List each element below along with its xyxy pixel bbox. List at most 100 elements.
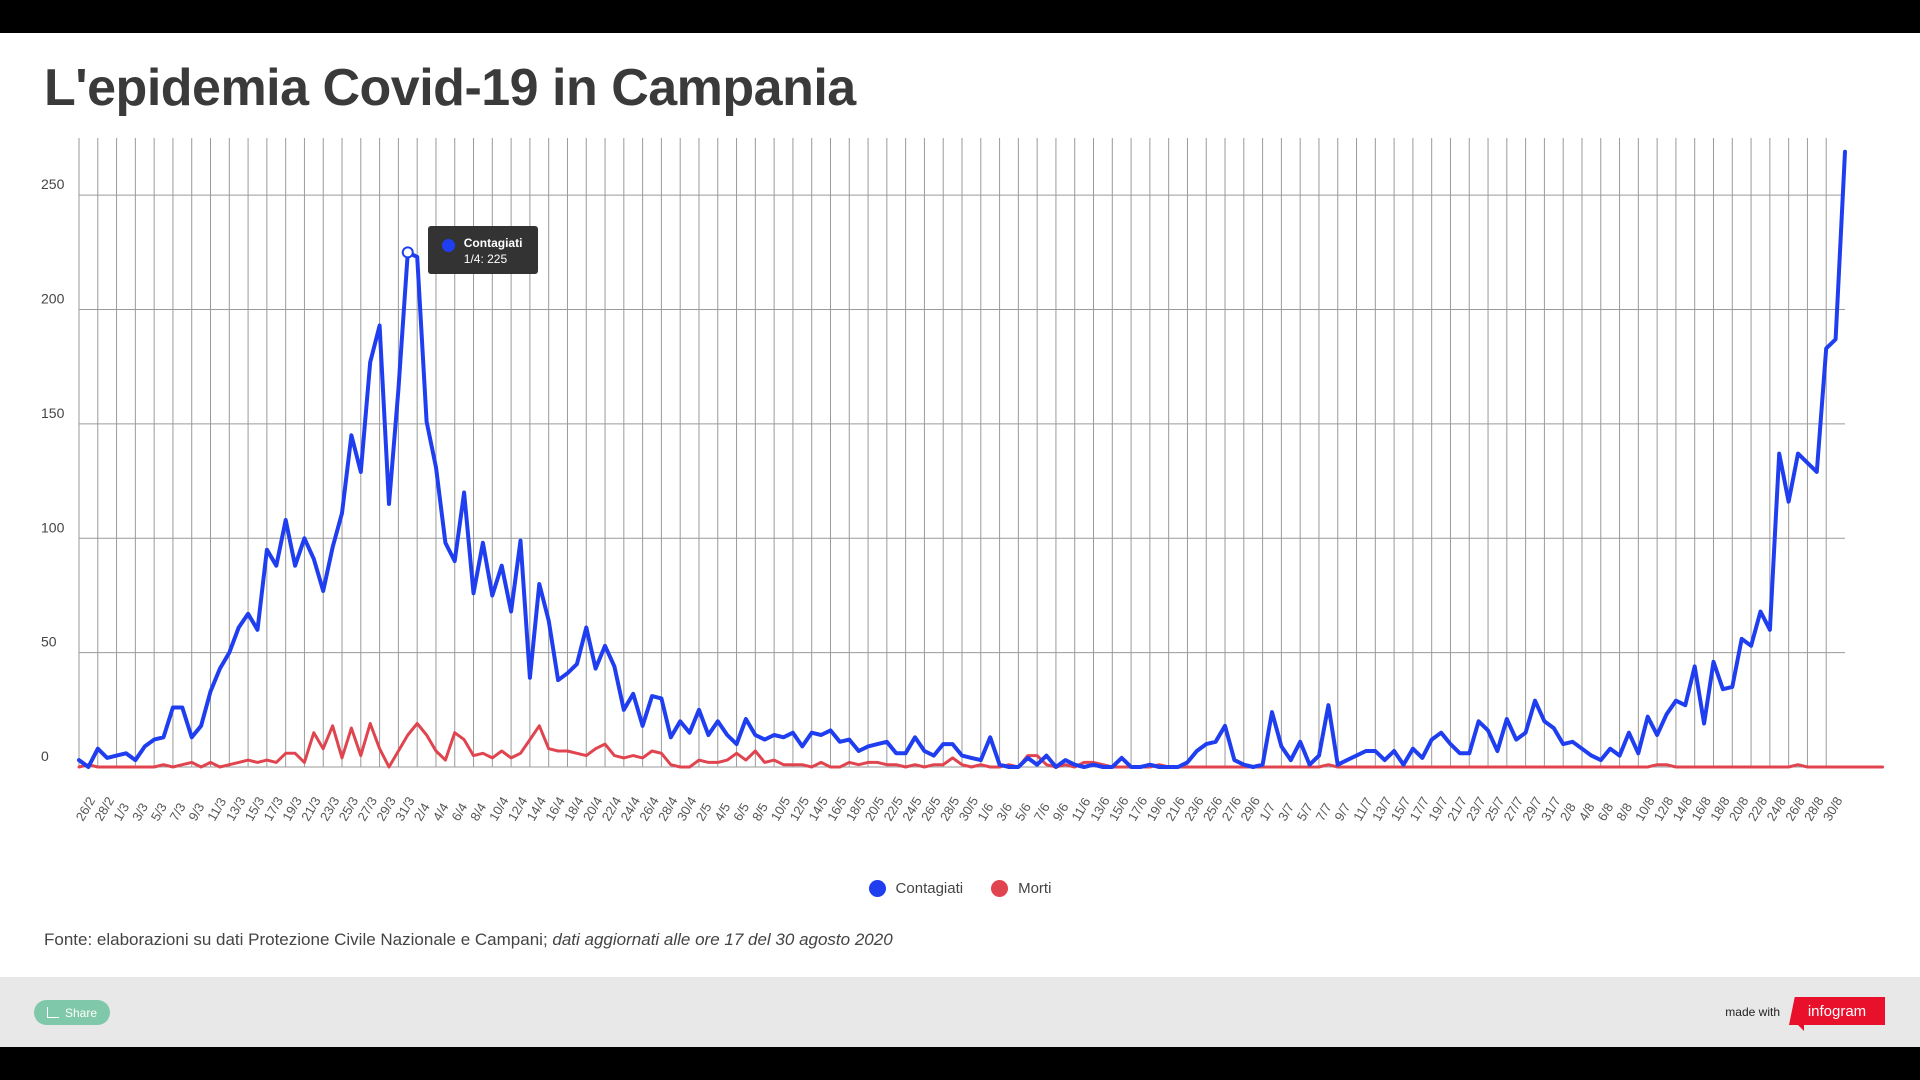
- x-tick-label: 4/4: [430, 800, 452, 823]
- share-button[interactable]: Share: [34, 1000, 110, 1025]
- x-tick-label: 10/8: [1632, 794, 1658, 823]
- x-tick-label: 30/4: [674, 794, 700, 823]
- x-tick-label: 11/7: [1350, 795, 1375, 824]
- x-tick-label: 15/6: [1106, 794, 1132, 823]
- tooltip-series-name: Contagiati: [463, 236, 523, 251]
- made-with-label: made with: [1725, 1005, 1780, 1019]
- x-tick-label: 5/7: [1294, 800, 1316, 823]
- x-tick-label: 20/8: [1726, 794, 1752, 823]
- x-tick-label: 27/3: [354, 794, 380, 823]
- x-tick-label: 18/5: [843, 794, 869, 823]
- x-tick-label: 28/5: [937, 794, 963, 823]
- x-tick-label: 12/5: [787, 794, 813, 823]
- x-tick-label: 20/5: [862, 794, 888, 823]
- x-tick-label: 19/3: [279, 794, 305, 823]
- x-tick-label: 6/8: [1594, 800, 1616, 823]
- x-tick-label: 25/7: [1482, 794, 1508, 823]
- x-tick-label: 7/6: [1031, 800, 1053, 823]
- line-chart: 26/228/21/33/35/37/39/311/313/315/317/31…: [41, 138, 1885, 824]
- x-tick-label: 24/5: [899, 794, 925, 823]
- x-tick-label: 25/3: [336, 794, 362, 823]
- series-line-contagiati: [77, 149, 1847, 769]
- x-tick-label: 14/5: [805, 794, 831, 823]
- x-tick-label: 19/7: [1425, 794, 1451, 823]
- x-tick-label: 9/6: [1050, 800, 1072, 823]
- x-tick-label: 25/6: [1200, 794, 1226, 823]
- x-tick-label: 10/4: [486, 794, 512, 823]
- x-tick-label: 29/3: [373, 794, 399, 823]
- x-tick-label: 21/6: [1162, 794, 1188, 823]
- x-tick-label: 22/5: [880, 794, 906, 823]
- x-tick-label: 23/3: [317, 794, 343, 823]
- legend-item-contagiati[interactable]: Contagiati: [868, 880, 964, 897]
- x-tick-label: 9/3: [185, 800, 207, 823]
- y-tick-label: 0: [41, 748, 49, 764]
- x-tick-label: 21/7: [1444, 794, 1470, 823]
- x-tick-label: 28/4: [655, 794, 681, 823]
- source-note: Fonte: elaborazioni su dati Protezione C…: [44, 930, 893, 950]
- tooltip-value: 1/4: 225: [463, 252, 508, 267]
- x-tick-label: 10/5: [768, 794, 794, 823]
- x-tick-label: 16/5: [824, 794, 850, 823]
- x-tick-label: 9/7: [1331, 800, 1353, 823]
- x-tick-label: 12/4: [505, 794, 531, 823]
- x-tick-label: 13/6: [1087, 794, 1113, 823]
- infogram-logo-link[interactable]: infogram: [1789, 997, 1885, 1025]
- series-line-morti: [77, 722, 1885, 769]
- x-tick-label: 6/4: [448, 800, 470, 823]
- x-tick-label: 3/7: [1275, 800, 1297, 823]
- x-tick-label: 30/8: [1820, 794, 1846, 823]
- x-tick-label: 8/5: [749, 800, 771, 823]
- infogram-logo-tail: [1796, 1023, 1804, 1031]
- x-tick-label: 17/3: [260, 794, 286, 823]
- legend-label-morti: Morti: [1018, 880, 1052, 897]
- x-tick-label: 31/7: [1538, 794, 1564, 823]
- share-label: Share: [64, 1005, 98, 1020]
- x-tick-label: 4/8: [1576, 800, 1598, 823]
- x-tick-label: 18/8: [1707, 794, 1733, 823]
- x-tick-label: 6/5: [730, 800, 752, 823]
- x-tick-label: 5/6: [1012, 800, 1034, 823]
- source-text: Fonte: elaborazioni su dati Protezione C…: [44, 930, 553, 949]
- x-tick-label: 28/8: [1801, 794, 1827, 823]
- x-tick-label: 17/7: [1407, 794, 1433, 823]
- x-tick-label: 7/3: [167, 800, 189, 823]
- chart-title: L'epidemia Covid-19 in Campania: [44, 59, 856, 117]
- x-tick-label: 7/7: [1313, 800, 1335, 823]
- x-tick-label: 8/4: [467, 800, 489, 823]
- x-tick-label: 27/7: [1500, 794, 1526, 823]
- legend-item-morti[interactable]: Morti: [991, 880, 1051, 897]
- x-tick-label: 23/7: [1463, 794, 1489, 823]
- chart-panel: [0, 33, 1920, 977]
- x-tick-label: 30/5: [956, 794, 982, 823]
- x-tick-label: 15/7: [1388, 794, 1414, 823]
- x-tick-label: 27/6: [1219, 794, 1245, 823]
- x-tick-label: 11/6: [1068, 795, 1093, 824]
- x-tick-label: 24/4: [617, 794, 643, 823]
- x-tick-label: 29/7: [1519, 794, 1545, 823]
- x-tick-label: 8/8: [1613, 800, 1635, 823]
- y-tick-label: 250: [41, 176, 65, 192]
- x-tick-label: 3/3: [129, 800, 151, 823]
- x-tick-label: 12/8: [1651, 794, 1677, 823]
- x-tick-label: 13/3: [223, 794, 249, 823]
- x-tick-label: 4/5: [711, 800, 733, 823]
- y-tick-label: 100: [41, 519, 65, 535]
- highlighted-data-point: [401, 246, 414, 259]
- x-tick-label: 14/4: [524, 794, 550, 823]
- x-tick-label: 22/4: [599, 794, 625, 823]
- x-tick-label: 15/3: [242, 794, 268, 823]
- tooltip: Contagiati 1/4: 225: [427, 226, 538, 275]
- x-tick-label: 26/5: [918, 794, 944, 823]
- x-tick-label: 24/8: [1763, 794, 1789, 823]
- share-icon: [46, 1007, 59, 1018]
- x-tick-label: 16/4: [542, 794, 568, 823]
- x-tick-label: 28/2: [91, 794, 117, 823]
- x-tick-label: 26/8: [1782, 794, 1808, 823]
- x-tick-label: 26/4: [636, 794, 662, 823]
- legend-label-contagiati: Contagiati: [895, 880, 964, 897]
- x-tick-label: 11/3: [204, 795, 229, 824]
- x-tick-label: 29/6: [1237, 794, 1263, 823]
- source-update-note: dati aggiornati alle ore 17 del 30 agost…: [552, 930, 893, 949]
- y-tick-label: 50: [41, 634, 57, 650]
